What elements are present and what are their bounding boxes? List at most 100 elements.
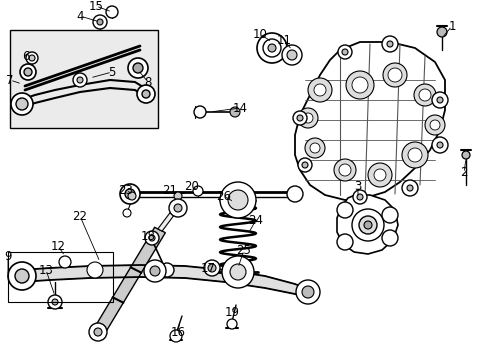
Text: 21: 21 bbox=[162, 184, 177, 197]
Circle shape bbox=[313, 84, 325, 96]
Circle shape bbox=[429, 120, 439, 130]
Circle shape bbox=[302, 162, 307, 168]
Circle shape bbox=[407, 148, 421, 162]
Circle shape bbox=[226, 319, 237, 329]
Circle shape bbox=[363, 221, 371, 229]
Circle shape bbox=[367, 163, 391, 187]
Polygon shape bbox=[158, 209, 177, 231]
Circle shape bbox=[52, 299, 58, 305]
Text: 23: 23 bbox=[118, 184, 133, 197]
Circle shape bbox=[358, 216, 376, 234]
Text: 7: 7 bbox=[6, 73, 14, 86]
Circle shape bbox=[170, 330, 182, 342]
Text: 18: 18 bbox=[140, 230, 155, 243]
Circle shape bbox=[356, 194, 362, 200]
Circle shape bbox=[222, 256, 253, 288]
Circle shape bbox=[336, 234, 352, 250]
Circle shape bbox=[150, 266, 160, 276]
Circle shape bbox=[351, 209, 383, 241]
Polygon shape bbox=[294, 42, 444, 200]
Circle shape bbox=[24, 68, 32, 76]
Circle shape bbox=[160, 263, 174, 277]
Text: 16: 16 bbox=[170, 325, 185, 338]
Circle shape bbox=[305, 138, 325, 158]
Circle shape bbox=[87, 262, 103, 278]
Circle shape bbox=[336, 202, 352, 218]
Circle shape bbox=[309, 143, 319, 153]
Circle shape bbox=[333, 159, 355, 181]
Text: 19: 19 bbox=[224, 306, 239, 319]
Text: 12: 12 bbox=[50, 239, 65, 252]
Polygon shape bbox=[95, 227, 165, 333]
Circle shape bbox=[137, 85, 155, 103]
Circle shape bbox=[125, 189, 135, 199]
Circle shape bbox=[145, 231, 159, 245]
Circle shape bbox=[29, 55, 35, 61]
Circle shape bbox=[286, 50, 296, 60]
Circle shape bbox=[89, 323, 107, 341]
Circle shape bbox=[143, 260, 165, 282]
Circle shape bbox=[120, 184, 140, 204]
Text: 17: 17 bbox=[200, 261, 215, 274]
Circle shape bbox=[128, 58, 148, 78]
Circle shape bbox=[8, 262, 36, 290]
Circle shape bbox=[341, 49, 347, 55]
Circle shape bbox=[220, 182, 256, 218]
Text: 1: 1 bbox=[447, 19, 455, 32]
Circle shape bbox=[149, 235, 155, 241]
Circle shape bbox=[193, 186, 203, 196]
Circle shape bbox=[461, 151, 469, 159]
Circle shape bbox=[106, 6, 118, 18]
Circle shape bbox=[15, 269, 29, 283]
Circle shape bbox=[406, 185, 412, 191]
Text: 2: 2 bbox=[459, 166, 467, 180]
Circle shape bbox=[296, 115, 303, 121]
Circle shape bbox=[169, 199, 186, 217]
Circle shape bbox=[431, 92, 447, 108]
Circle shape bbox=[128, 192, 136, 200]
Text: 10: 10 bbox=[252, 27, 267, 40]
Circle shape bbox=[303, 113, 312, 123]
Circle shape bbox=[352, 190, 366, 204]
Circle shape bbox=[386, 41, 392, 47]
Circle shape bbox=[133, 63, 142, 73]
Polygon shape bbox=[336, 195, 397, 254]
Text: 15: 15 bbox=[88, 0, 103, 13]
Circle shape bbox=[93, 15, 107, 29]
Circle shape bbox=[387, 68, 401, 82]
Bar bbox=[8, 252, 113, 302]
Circle shape bbox=[59, 256, 71, 268]
Circle shape bbox=[142, 90, 150, 98]
Circle shape bbox=[286, 186, 303, 202]
Circle shape bbox=[381, 207, 397, 223]
Circle shape bbox=[229, 264, 245, 280]
Polygon shape bbox=[20, 265, 309, 298]
Text: 25: 25 bbox=[236, 243, 251, 256]
Circle shape bbox=[73, 73, 87, 87]
Circle shape bbox=[295, 280, 319, 304]
Circle shape bbox=[174, 192, 182, 200]
Circle shape bbox=[11, 93, 33, 115]
Circle shape bbox=[257, 33, 286, 63]
Circle shape bbox=[292, 111, 306, 125]
Circle shape bbox=[337, 45, 351, 59]
Circle shape bbox=[282, 45, 302, 65]
Circle shape bbox=[229, 107, 240, 117]
Circle shape bbox=[174, 204, 182, 212]
Circle shape bbox=[351, 77, 367, 93]
Circle shape bbox=[263, 39, 281, 57]
Text: 13: 13 bbox=[39, 264, 53, 276]
Text: 3: 3 bbox=[354, 180, 361, 193]
Circle shape bbox=[16, 98, 28, 110]
Circle shape bbox=[418, 89, 430, 101]
Circle shape bbox=[307, 78, 331, 102]
Circle shape bbox=[20, 64, 36, 80]
Circle shape bbox=[346, 71, 373, 99]
Circle shape bbox=[94, 328, 102, 336]
Circle shape bbox=[382, 63, 406, 87]
Circle shape bbox=[381, 36, 397, 52]
Text: 8: 8 bbox=[144, 76, 151, 89]
Text: 4: 4 bbox=[76, 9, 83, 22]
Circle shape bbox=[227, 190, 247, 210]
Circle shape bbox=[373, 169, 385, 181]
